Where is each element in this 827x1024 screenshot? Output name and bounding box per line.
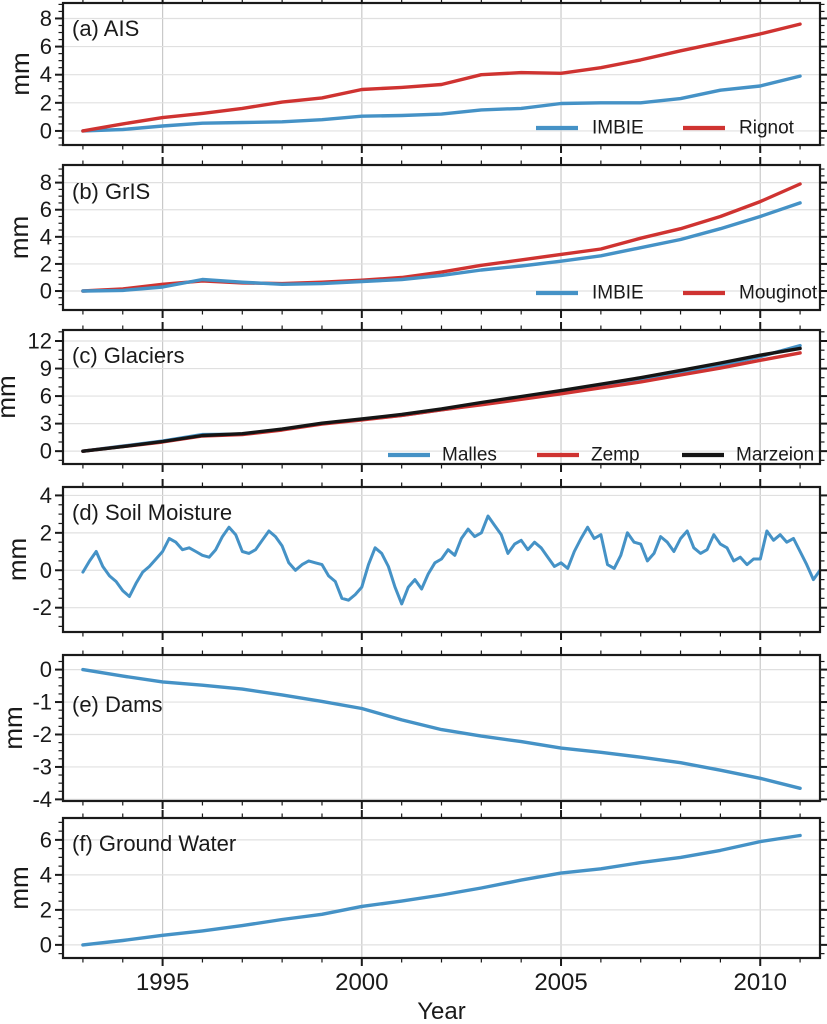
y-tick-label: 6 [40,34,52,59]
panel-title-e: (e) Dams [72,692,162,717]
series-line-imbie [81,201,802,293]
series-line-malles [81,343,802,453]
y-tick-label: 9 [40,356,52,381]
grid [63,655,820,801]
panel-c: 0 36 912 (c) Glaciers mm Malles Zemp Marzeion [0,322,827,472]
y-tick-label: 8 [40,170,52,195]
panel-title-b: (b) GrIS [72,179,150,204]
legend-label: IMBIE [592,283,644,304]
legend-label: Malles [442,445,497,466]
grid [63,818,820,958]
panel-f: 0 2 4 6 (f) Ground Water mm [4,810,827,966]
x-tick-label: 2010 [734,969,787,996]
y-tick-label: 2 [40,90,52,115]
y-tick-label: 0 [40,279,52,304]
y-tick-label: -1 [32,690,52,715]
y-tick-label: 6 [40,384,52,409]
x-axis-label: Year [417,998,466,1024]
legend-label: Rignot [739,118,795,139]
y-tick-label: 2 [40,897,52,922]
y-axis-label-d: mm [2,538,32,581]
x-tick-label: 2000 [335,969,388,996]
legend-b: IMBIE Mouginot [536,283,818,304]
x-axis-labels: 1995 2000 2005 2010 Year [136,969,787,1024]
y-axis-label-f: mm [4,866,34,909]
y-tick-label: 0 [40,439,52,464]
y-tick-label: -2 [32,595,52,620]
y-axis-label-c: mm [0,375,21,418]
ticks [55,322,827,472]
grid [63,165,820,310]
y-tick-label: 8 [40,6,52,31]
grid [63,3,820,145]
series-line-marzeion [81,346,802,453]
panel-title-a: (a) AIS [72,16,139,41]
x-tick-label: 1995 [136,969,189,996]
series-line-soil-moisture [81,514,822,606]
legend-a: IMBIE Rignot [536,118,795,139]
ticks [55,0,827,153]
ticks [55,647,827,809]
series-line-dams [81,667,802,790]
legend-label: Marzeion [736,445,814,466]
panel-title-d: (d) Soil Moisture [72,500,232,525]
y-axis-label-b: mm [4,216,34,259]
series-line-ground-water [81,833,802,947]
y-tick-label: 0 [40,657,52,682]
series-line-imbie [81,74,802,133]
legend-label: IMBIE [592,118,644,139]
legend-label: Zemp [591,445,640,466]
y-tick-label: 3 [40,411,52,436]
panel-title-f: (f) Ground Water [72,831,236,856]
y-tick-label: -2 [32,722,52,747]
y-tick-label: 4 [40,862,52,887]
y-tick-label: 0 [40,118,52,143]
x-tick-label: 2005 [534,969,587,996]
axes-spines [61,163,822,312]
panel-a: 0 2 4 6 8 (a) AIS mm IMBIE Rignot [5,0,827,153]
panel-title-c: (c) Glaciers [72,343,184,368]
y-tick-label: 6 [40,197,52,222]
panel-e: 0 -1 -2 -3 -4 (e) Dams mm [0,647,827,812]
y-tick-label: 4 [40,224,52,249]
y-tick-label: 0 [40,932,52,957]
panel-d: -2 0 2 4 (d) Soil Moisture mm [2,479,827,640]
y-tick-label: 12 [28,329,52,354]
legend-label: Mouginot [739,283,818,304]
y-tick-label: -4 [32,787,52,812]
y-tick-label: 0 [40,558,52,583]
y-tick-label: 4 [40,62,52,87]
legend-c: Malles Zemp Marzeion [388,445,814,466]
y-tick-label: -3 [32,754,52,779]
y-tick-label: 2 [40,251,52,276]
series-line-rignot [81,22,802,133]
y-axis-label-e: mm [0,706,28,749]
y-axis-label-a: mm [5,52,35,95]
y-tick-label: 6 [40,827,52,852]
y-tick-label: 4 [40,483,52,508]
y-tick-label: 2 [40,520,52,545]
